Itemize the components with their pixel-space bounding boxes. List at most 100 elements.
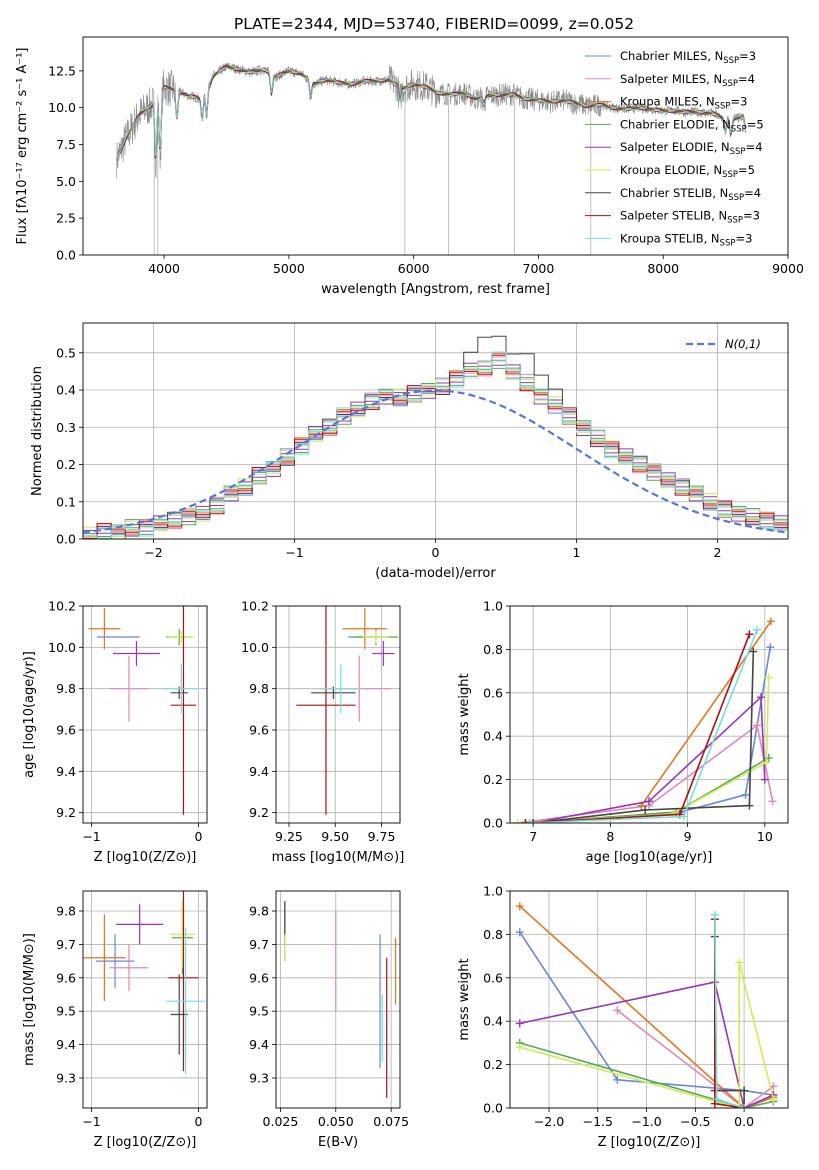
model-line-8: [116, 67, 747, 161]
y-tick-label: 0.8: [483, 927, 503, 942]
weight-marker: [766, 643, 775, 652]
weight-marker: [515, 1019, 524, 1028]
y-tick-label: 7.5: [56, 137, 76, 152]
x-tick-label: 10: [757, 829, 773, 844]
legend-subscript: SSP: [730, 147, 746, 157]
axes-weight-vs-Z: −2.0 −1.5 −1.0 −0.5 0.0 0.0 0.2 0.4 0.6 0.8 1.0 Z […: [457, 884, 789, 1150]
legend-subscript: SSP: [720, 238, 736, 248]
weight-marker: [679, 812, 688, 821]
x-tick-label: 4000: [148, 261, 180, 276]
axes-frame: [82, 605, 208, 824]
weight-marker: [515, 928, 524, 937]
y-tick-label: 0.4: [56, 383, 76, 398]
legend-label: Chabrier ELODIE, NSSP=5: [620, 117, 764, 134]
y-tick-label: 0.2: [483, 772, 503, 787]
legend-nssp: =5: [747, 117, 764, 131]
y-tick-label: 12.5: [48, 63, 76, 78]
x-tick-label: −1: [82, 1114, 100, 1129]
weight-marker: [753, 625, 762, 634]
x-axis-label: Z [log10(Z/Z⊙)]: [94, 850, 197, 865]
errorbar-point: [116, 904, 164, 945]
x-axis-label: age [log10(age/yr)]: [586, 850, 713, 865]
histogram-steps-8: [83, 351, 788, 539]
errorbar-point: [342, 608, 388, 650]
axes-frame: [82, 890, 208, 1109]
x-tick-label: 8000: [647, 261, 679, 276]
y-axis-label: mass [log10(M/M⊙)]: [22, 933, 37, 1066]
y-tick-label: 5.0: [56, 174, 76, 189]
y-axis-label: mass weight: [457, 673, 472, 755]
errorbar-point: [372, 641, 395, 666]
y-tick-label: 9.2: [56, 805, 76, 820]
y-tick-label: 0.8: [483, 642, 503, 657]
weight-marker: [764, 673, 773, 682]
y-tick-label: 10.0: [241, 640, 269, 655]
legend: N(0,1): [686, 337, 761, 351]
axes-frame: [82, 322, 789, 540]
y-axis-label: Flux [fλ10⁻¹⁷ erg cm⁻² s⁻¹ A⁻¹]: [15, 48, 30, 245]
weight-marker: [749, 647, 758, 656]
weight-marker: [529, 819, 538, 823]
legend-nssp: =4: [744, 186, 761, 200]
weight-marker: [745, 630, 754, 639]
x-tick-label: −1.5: [583, 1114, 613, 1129]
y-tick-label: 9.3: [56, 1070, 76, 1085]
errorbar-point: [112, 641, 160, 666]
weight-marker: [525, 819, 534, 823]
weight-marker: [741, 790, 750, 799]
x-axis-label: mass [log10(M/M⊙)]: [272, 850, 405, 865]
y-tick-label: 9.6: [56, 723, 76, 738]
x-axis-label: Z [log10(Z/Z⊙)]: [598, 1135, 701, 1150]
x-tick-label: 9.75: [368, 829, 396, 844]
errorbar-point: [170, 606, 197, 815]
weight-line-5: [519, 962, 775, 1108]
errorbar-point: [362, 630, 389, 644]
x-tick-label: 9000: [772, 261, 804, 276]
y-tick-label: 9.8: [56, 904, 76, 919]
y-tick-label: 9.4: [56, 764, 76, 779]
x-tick-label: 0.075: [373, 1114, 409, 1129]
y-axis-label: mass weight: [457, 958, 472, 1040]
x-tick-label: 1: [573, 545, 581, 560]
axes-mass-vs-ebv: 0.025 0.050 0.075 9.3 9.4 9.5 9.6 9.7 9.8 E(B-V): [249, 890, 409, 1150]
plot-area: [83, 335, 788, 539]
plot-area: [515, 902, 778, 1108]
legend-label: Salpeter ELODIE, NSSP=4: [620, 140, 763, 157]
axes-frame: [275, 605, 401, 824]
errorbar-point: [109, 655, 149, 722]
legend-subscript: SSP: [723, 56, 739, 66]
weight-marker: [613, 1075, 622, 1084]
y-tick-label: 0.2: [56, 457, 76, 472]
weight-marker: [769, 1095, 778, 1104]
y-tick-label: 9.4: [249, 764, 269, 779]
y-tick-label: 0.0: [483, 1101, 503, 1116]
errorbar-point: [168, 891, 199, 1072]
errorbar-point: [162, 663, 201, 714]
y-tick-label: 0.3: [56, 420, 76, 435]
x-tick-label: −1: [82, 829, 100, 844]
x-axis-label: Z [log10(Z/Z⊙)]: [94, 1135, 197, 1150]
weight-marker: [645, 797, 653, 806]
axes-age-vs-Z: −1 0 9.2 9.4 9.6 9.8 10.0 10.2 Z [log10(Z/Z⊙)] ag…: [22, 599, 208, 865]
axes-frame: [509, 890, 789, 1109]
weight-line-6: [533, 651, 755, 823]
legend-label: Chabrier MILES, NSSP=3: [620, 49, 756, 66]
legend-subscript: SSP: [728, 193, 744, 203]
x-tick-label: 2: [714, 545, 722, 560]
y-tick-label: 9.8: [249, 681, 269, 696]
plot-area: [284, 901, 397, 1098]
weight-line-4: [519, 981, 774, 1108]
legend-subscript: SSP: [731, 124, 747, 134]
weight-marker: [756, 693, 765, 702]
y-tick-label: 9.5: [56, 1004, 76, 1019]
weight-marker: [710, 1099, 719, 1108]
weight-marker: [740, 1104, 749, 1108]
legend-subscript: SSP: [722, 170, 738, 180]
x-tick-label: 0: [194, 829, 202, 844]
histogram-steps-6: [83, 335, 788, 539]
plot-area: [513, 617, 777, 823]
model-line-4: [116, 65, 747, 159]
y-tick-label: 0.2: [483, 1057, 503, 1072]
errorbar-point: [318, 663, 363, 714]
y-tick-label: 0.0: [56, 248, 76, 263]
